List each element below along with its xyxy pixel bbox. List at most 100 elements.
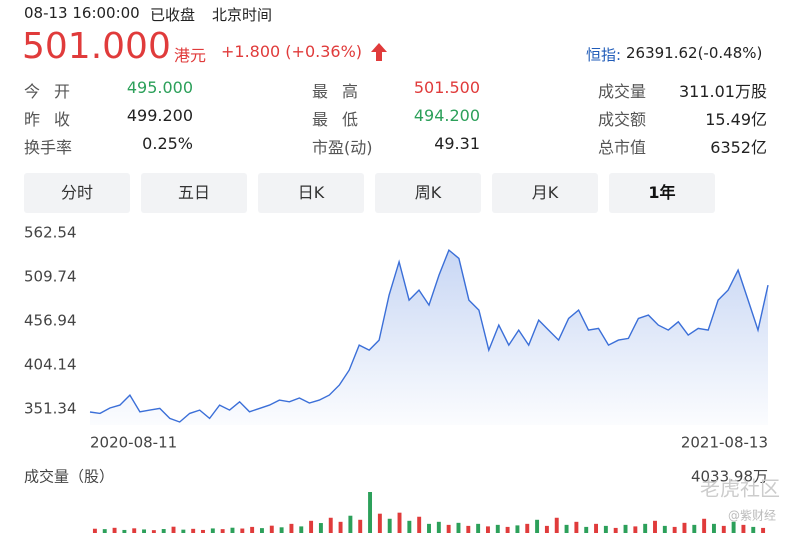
- watermark: 老虎社区: [700, 477, 780, 501]
- volume-bar: [485, 526, 490, 533]
- tab[interactable]: 五日: [141, 173, 247, 213]
- volume-bar: [122, 529, 127, 533]
- volume-bar: [112, 527, 117, 533]
- volume-bar: [142, 529, 147, 533]
- volume-bar: [417, 516, 422, 533]
- x-tick-label: 2021-08-13: [681, 434, 768, 452]
- volume-bar: [594, 523, 599, 533]
- volume-bar: [387, 518, 392, 533]
- volume-bar: [584, 526, 589, 533]
- tab[interactable]: 月K: [492, 173, 598, 213]
- volume-bar: [377, 513, 382, 533]
- stat-label: 昨收: [24, 110, 85, 129]
- volume-bar: [368, 492, 373, 533]
- volume-bar: [289, 523, 294, 533]
- volume-bar: [554, 517, 559, 533]
- volume-bar: [535, 519, 540, 533]
- volume-bar: [427, 523, 431, 533]
- volume-bar: [731, 521, 736, 533]
- volume-bar: [613, 527, 618, 533]
- stat-value: 0.25%: [142, 134, 193, 153]
- price-area: [90, 250, 768, 425]
- volume-bar: [456, 522, 461, 533]
- volume-bar: [564, 524, 569, 533]
- volume-bar: [574, 521, 579, 533]
- volume-bar: [309, 520, 314, 533]
- volume-bar: [102, 529, 107, 533]
- volume-bar: [358, 519, 363, 533]
- y-tick-label: 351.34: [24, 400, 77, 418]
- price: 501.000: [22, 26, 171, 67]
- stat-value: 49.31: [434, 134, 480, 153]
- y-tick-label: 562.54: [24, 224, 77, 242]
- volume-bar: [761, 527, 766, 533]
- volume-bar: [279, 527, 284, 533]
- stat-label: 换手率: [24, 138, 73, 157]
- volume-bar: [466, 525, 471, 533]
- volume-bar: [318, 523, 323, 533]
- volume-bar: [328, 517, 333, 533]
- y-tick-label: 456.94: [24, 312, 77, 330]
- volume-bar: [653, 520, 657, 533]
- volume-bar: [702, 518, 707, 533]
- volume-bar: [92, 528, 97, 533]
- volume-bar: [240, 528, 245, 533]
- volume-bar: [525, 523, 530, 533]
- timezone: 北京时间: [212, 6, 273, 24]
- volume-bar: [603, 525, 608, 533]
- stat-label: 成交额: [598, 110, 647, 129]
- status: 已收盘: [150, 6, 196, 24]
- stat-label: 最低: [312, 110, 373, 129]
- volume-bar: [181, 529, 186, 533]
- tab[interactable]: 分时: [24, 173, 130, 213]
- x-tick-label: 2020-08-11: [90, 434, 177, 452]
- volume-bar: [161, 529, 166, 533]
- stat-label: 今开: [24, 82, 85, 101]
- volume-bar: [711, 523, 716, 533]
- volume-bar: [476, 523, 481, 533]
- y-tick-label: 509.74: [24, 268, 77, 286]
- tab[interactable]: 1年: [609, 173, 715, 213]
- watermark: @紫财经: [728, 509, 776, 523]
- volume-bar: [210, 528, 215, 533]
- volume-bar: [201, 529, 205, 533]
- volume-bar: [151, 530, 156, 533]
- tab[interactable]: 日K: [258, 173, 364, 213]
- stat-value: 15.49亿: [705, 110, 767, 129]
- volume-bar: [495, 524, 500, 533]
- volume-bar: [259, 528, 264, 533]
- stat-label: 市盈(动): [312, 138, 373, 157]
- volume-bar: [230, 527, 235, 533]
- stat-label: 成交量: [598, 82, 647, 101]
- stat-value: 499.200: [126, 106, 193, 125]
- volume-bar: [250, 526, 255, 533]
- volume-bar: [682, 522, 687, 533]
- volume-bar: [662, 525, 667, 533]
- stat-value: 6352亿: [710, 138, 767, 157]
- index-label[interactable]: 恒指:: [586, 46, 622, 64]
- stat-label: 总市值: [598, 138, 647, 157]
- volume-bar: [692, 524, 697, 533]
- volume-bar: [643, 523, 648, 533]
- volume-bar: [672, 526, 677, 533]
- volume-bar: [299, 526, 304, 533]
- volume-label: 成交量（股）: [24, 468, 114, 486]
- volume-bar: [338, 521, 343, 533]
- volume-bar: [446, 524, 451, 533]
- volume-bar: [171, 526, 176, 533]
- tab[interactable]: 周K: [375, 173, 481, 213]
- volume-bar: [505, 526, 510, 533]
- volume-max-label: 4033.98万: [691, 468, 768, 486]
- volume-bar: [741, 524, 746, 533]
- datetime: 08-13 16:00:00: [24, 4, 140, 22]
- stat-value: 494.200: [413, 106, 480, 125]
- chart: 562.54 509.74 456.94 404.14 351.34 2020-08-11…: [24, 224, 780, 533]
- volume-bar: [544, 525, 549, 533]
- stat-label: 最高: [312, 82, 373, 101]
- volume-bar: [436, 521, 441, 533]
- volume-bar: [348, 515, 353, 533]
- volume-bar: [191, 528, 196, 533]
- up-arrow: [371, 43, 387, 61]
- volume-bar: [721, 525, 726, 533]
- currency: 港元: [174, 46, 207, 65]
